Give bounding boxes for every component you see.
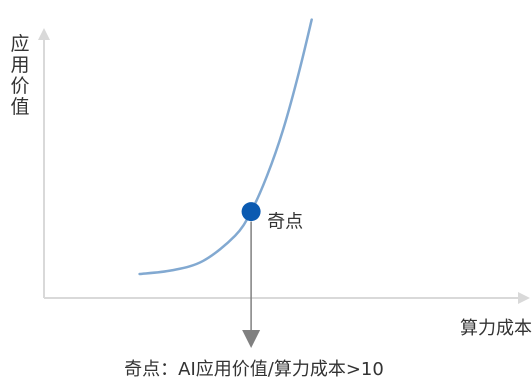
drop-arrow (242, 330, 261, 348)
x-axis-arrow (518, 292, 530, 304)
y-axis-label-char: 值 (10, 96, 29, 118)
y-axis-label-char: 用 (10, 54, 29, 76)
x-axis-label: 算力成本 (460, 318, 532, 339)
singular-point-label: 奇点 (267, 212, 303, 233)
y-axis-label-char: 应 (10, 33, 29, 55)
series-curve (138, 18, 313, 276)
y-axis-label-char: 价 (10, 75, 29, 97)
singular-point (241, 202, 261, 222)
y-axis-label: 应用价值 (10, 33, 29, 118)
y-axis-arrow (38, 28, 50, 40)
footnote: 奇点：AI应用价值/算力成本>10 (124, 359, 384, 380)
